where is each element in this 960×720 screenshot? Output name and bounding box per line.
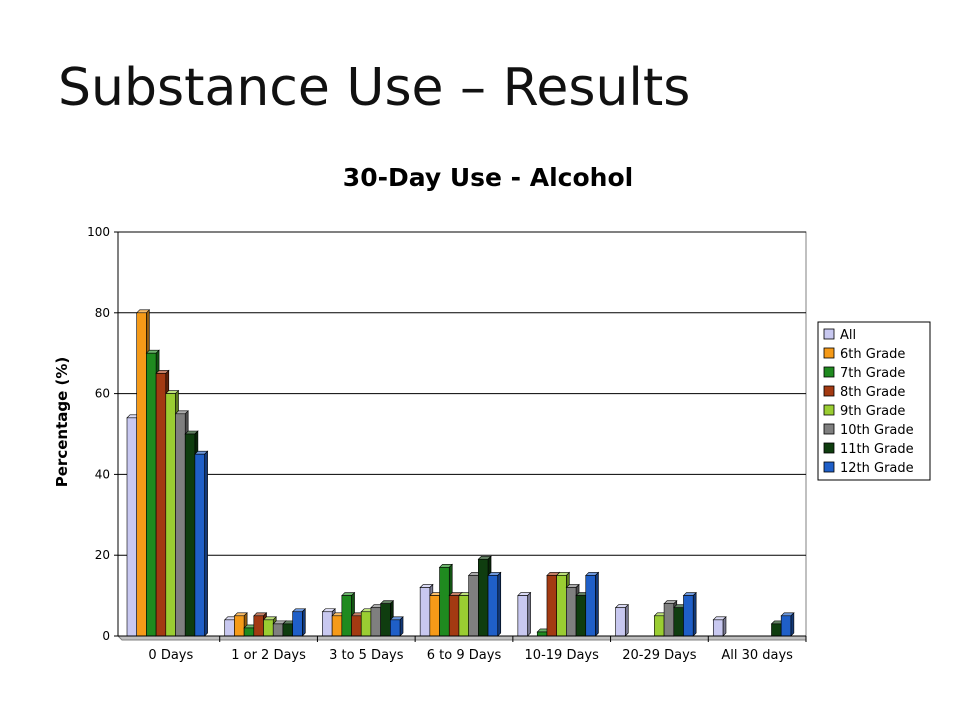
bar-6-to-9-days-10th-grade bbox=[468, 575, 479, 637]
plot-area bbox=[117, 231, 807, 637]
bar-1-or-2-days-8th-grade bbox=[253, 615, 264, 637]
legend-swatch bbox=[823, 328, 835, 340]
legend-swatch bbox=[823, 366, 835, 378]
bar-10-19-days-7th-grade bbox=[536, 631, 548, 637]
bar-6-to-9-days-6th-grade bbox=[429, 595, 440, 637]
bar-1-or-2-days-10th-grade bbox=[272, 623, 284, 637]
bar-6-to-9-days-7th-grade bbox=[439, 567, 450, 637]
x-tick-label: 1 or 2 Days bbox=[231, 648, 306, 663]
bar-6-to-9-days-8th-grade bbox=[448, 595, 460, 637]
bar-1-or-2-days-11th-grade bbox=[282, 623, 293, 637]
legend-entry: 8th Grade bbox=[840, 385, 905, 400]
bar-20-29-days-12th-grade bbox=[683, 595, 694, 637]
bar-1-or-2-days-9th-grade bbox=[263, 619, 274, 637]
bar-20-29-days-10th-grade bbox=[663, 603, 675, 637]
y-tick-label: 60 bbox=[95, 387, 110, 401]
bar-6-to-9-days-12th-grade-side bbox=[497, 571, 502, 637]
plot-floor bbox=[116, 635, 807, 641]
legend-swatch bbox=[823, 385, 835, 397]
bar-6-to-9-days-12th-grade bbox=[487, 575, 499, 637]
bar-10-19-days-all bbox=[517, 595, 528, 637]
bar-3-to-5-days-10th-grade bbox=[370, 607, 381, 637]
bar-3-to-5-days-all bbox=[322, 611, 333, 637]
y-axis-label: Percentage (%) bbox=[53, 357, 71, 487]
bar-1-or-2-days-12th-grade-side bbox=[302, 608, 306, 637]
x-tick-label: 20-29 Days bbox=[622, 648, 697, 663]
legend-entry: 11th Grade bbox=[840, 442, 914, 457]
bar-10-19-days-12th-grade bbox=[585, 575, 596, 637]
slide-title: Substance Use – Results bbox=[58, 58, 691, 118]
bar-6-to-9-days-all bbox=[419, 587, 431, 637]
legend-entry: All bbox=[840, 328, 856, 343]
bar-0-days-12th-grade-side bbox=[204, 450, 208, 637]
x-tick-label: All 30 days bbox=[721, 648, 793, 663]
bar-all-30-days-12th-grade bbox=[780, 615, 792, 637]
legend-swatch bbox=[823, 461, 835, 473]
x-tick-label: 3 to 5 Days bbox=[329, 648, 404, 663]
y-tick-label: 0 bbox=[102, 629, 110, 643]
x-tick-label: 0 Days bbox=[148, 648, 193, 663]
bar-all-30-days-all bbox=[712, 619, 724, 637]
bar-0-days-7th-grade bbox=[146, 352, 157, 637]
y-tick-label: 80 bbox=[95, 306, 110, 320]
bar-0-days-11th-grade bbox=[184, 433, 196, 637]
bar-1-or-2-days-12th-grade bbox=[292, 611, 303, 637]
bar-10-19-days-8th-grade bbox=[546, 575, 557, 637]
bar-3-to-5-days-9th-grade bbox=[360, 611, 372, 637]
bar-10-19-days-11th-grade bbox=[575, 595, 587, 637]
bar-6-to-9-days-9th-grade bbox=[458, 595, 469, 637]
bar-0-days-12th-grade bbox=[194, 453, 205, 637]
x-tick-label: 10-19 Days bbox=[525, 648, 600, 663]
bar-20-29-days-all bbox=[615, 607, 626, 637]
bar-0-days-10th-grade bbox=[175, 413, 186, 637]
bar-20-29-days-9th-grade bbox=[654, 615, 665, 637]
legend-entry: 12th Grade bbox=[840, 461, 914, 476]
y-tick-label: 40 bbox=[95, 467, 110, 481]
y-tick-label: 100 bbox=[87, 225, 110, 239]
bar-20-29-days-all-side bbox=[624, 603, 629, 637]
bar-0-days-6th-grade bbox=[136, 312, 147, 637]
bar-3-to-5-days-11th-grade bbox=[380, 603, 391, 637]
bar-6-to-9-days-11th-grade bbox=[478, 558, 489, 637]
bar-3-to-5-days-6th-grade bbox=[331, 615, 343, 637]
legend-swatch bbox=[823, 404, 835, 416]
bar-10-19-days-9th-grade bbox=[556, 575, 567, 637]
legend-entry: 9th Grade bbox=[840, 404, 905, 419]
bar-10-19-days-12th-grade-side bbox=[595, 571, 599, 637]
bar-10-19-days-all-side bbox=[527, 591, 531, 637]
bar-3-to-5-days-12th-grade bbox=[390, 619, 401, 637]
bar-1-or-2-days-7th-grade bbox=[243, 627, 255, 637]
bar-0-days-8th-grade bbox=[155, 373, 167, 637]
bar-20-29-days-11th-grade bbox=[673, 607, 684, 637]
legend-swatch bbox=[823, 442, 835, 454]
bar-all-30-days-all-side bbox=[722, 616, 727, 637]
bar-3-to-5-days-12th-grade-side bbox=[399, 616, 404, 637]
x-tick-label: 6 to 9 Days bbox=[427, 648, 502, 663]
legend: All 6th Grade 7th Grade 8th Grade 9th Grade 1… bbox=[817, 321, 931, 481]
legend-swatch bbox=[823, 423, 835, 435]
legend-entry: 6th Grade bbox=[840, 347, 905, 362]
bar-all-30-days-12th-grade-side bbox=[790, 612, 795, 637]
legend-entry: 7th Grade bbox=[840, 366, 905, 381]
bar-0-days-9th-grade bbox=[165, 393, 176, 637]
chart-title: 30-Day Use - Alcohol bbox=[343, 163, 633, 192]
legend-entry: 10th Grade bbox=[840, 423, 914, 438]
bar-20-29-days-12th-grade-side bbox=[692, 591, 697, 637]
legend-swatch bbox=[823, 347, 835, 359]
bar-0-days-all bbox=[126, 417, 137, 637]
bar-3-to-5-days-8th-grade bbox=[351, 615, 362, 637]
bar-1-or-2-days-6th-grade bbox=[234, 615, 245, 637]
bar-3-to-5-days-7th-grade bbox=[341, 595, 352, 637]
bar-all-30-days-11th-grade bbox=[771, 623, 782, 637]
bar-10-19-days-10th-grade bbox=[566, 587, 577, 637]
y-tick-label: 20 bbox=[95, 548, 110, 562]
legend-box bbox=[817, 321, 931, 481]
bar-1-or-2-days-all bbox=[224, 619, 235, 637]
